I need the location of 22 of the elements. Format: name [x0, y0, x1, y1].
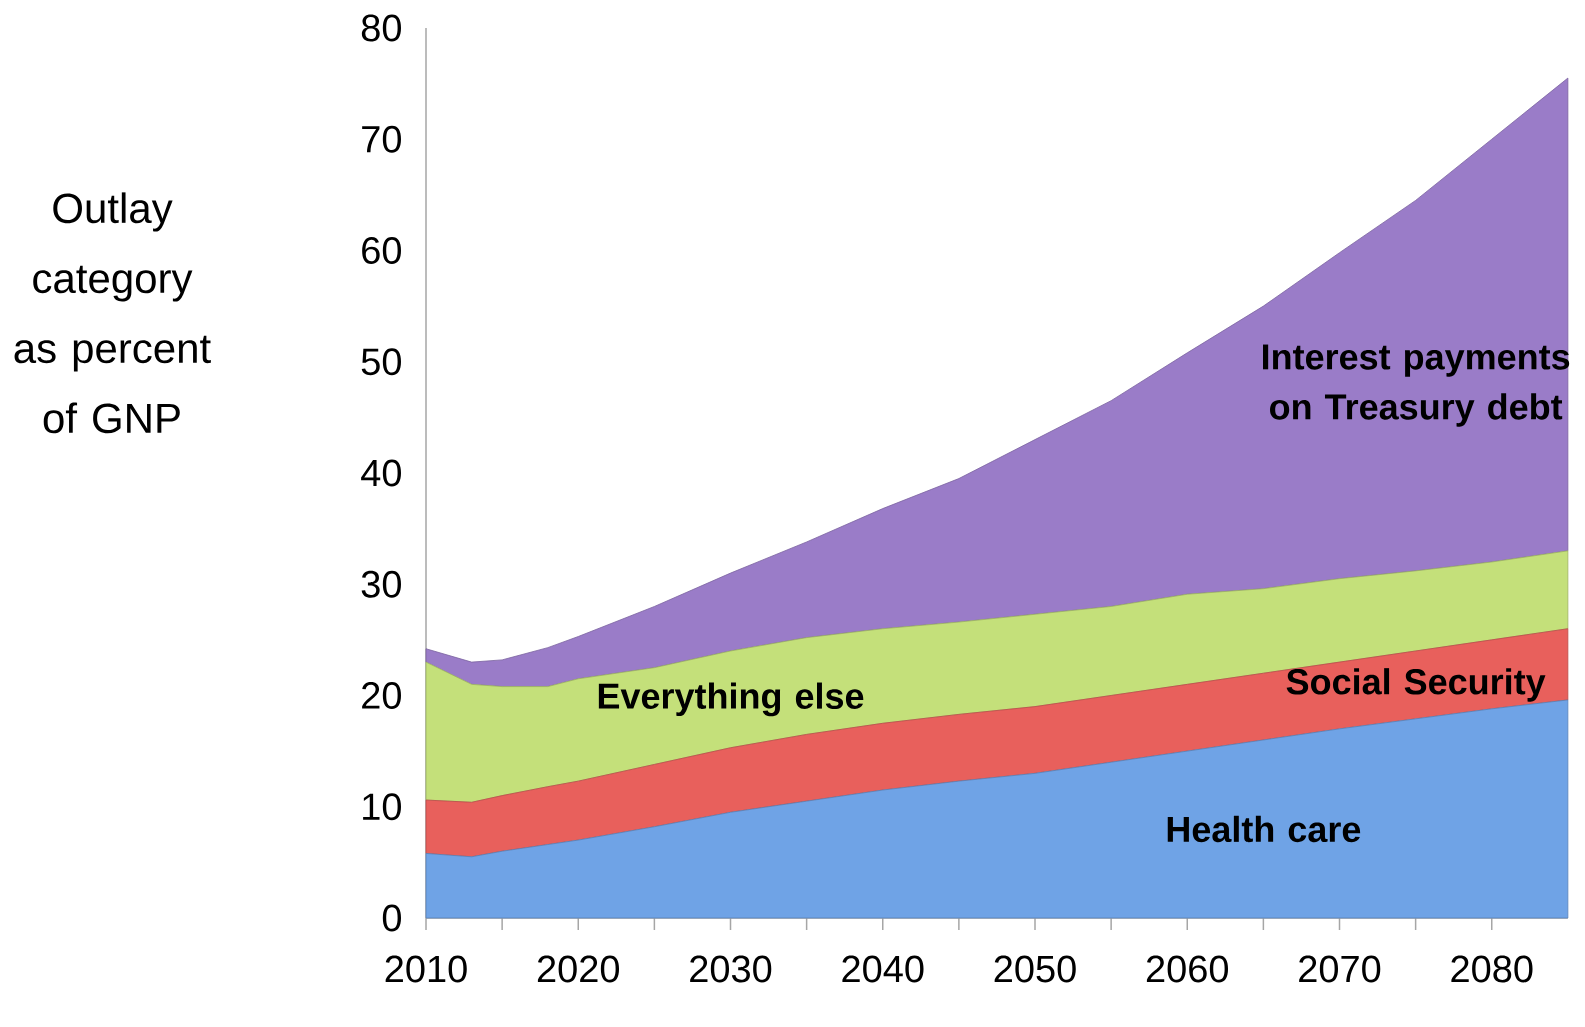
x-tick-label: 2040	[842, 955, 924, 983]
y-tick-label: 40	[361, 459, 401, 487]
y-tick-label: 30	[361, 570, 401, 598]
y-tick-label: 20	[362, 682, 401, 709]
y-tick-label: 50	[361, 348, 401, 376]
x-tick-label: 2010	[385, 955, 467, 983]
x-tick-label: 2030	[690, 955, 772, 983]
y-tick-label: 70	[362, 125, 401, 153]
x-tick-label: 2050	[994, 955, 1076, 983]
x-tick-label: 2060	[1146, 955, 1229, 983]
x-tick-label: 2020	[537, 955, 620, 983]
y-axis-title: Outlay category as percent of GNP	[14, 192, 211, 434]
x-tick-label: 2080	[1451, 955, 1533, 983]
series-label: Interest payments on Treasury debt	[1263, 344, 1570, 427]
series-label: Social Security	[1286, 668, 1546, 702]
y-tick-label: 60	[362, 237, 401, 264]
y-tick-label: 0	[382, 904, 401, 932]
x-tick-label: 2070	[1299, 955, 1381, 983]
y-tick-label: 10	[363, 793, 401, 821]
y-tick-label: 80	[361, 14, 401, 42]
series-label: Health care	[1167, 815, 1361, 843]
series-label: Everything else	[598, 682, 864, 717]
